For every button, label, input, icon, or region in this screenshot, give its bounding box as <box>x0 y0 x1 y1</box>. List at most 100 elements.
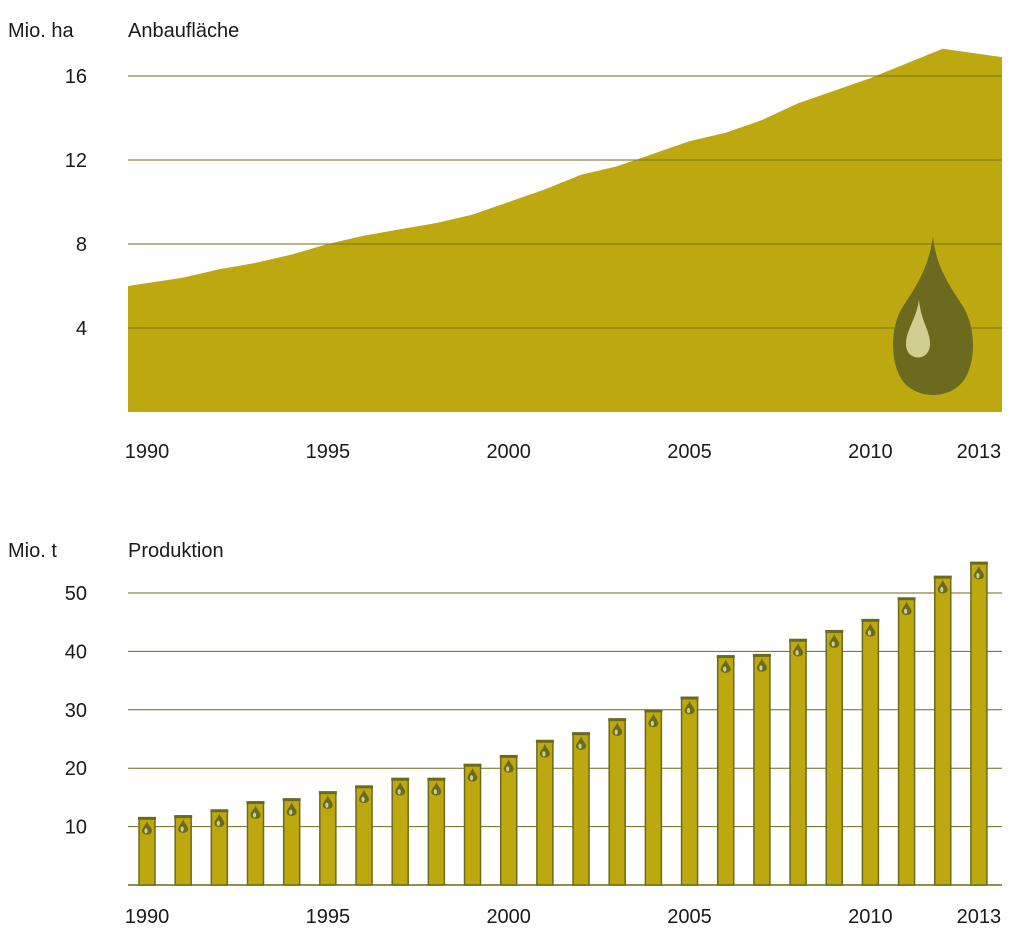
bar-rim <box>391 777 410 781</box>
bar-rim <box>897 597 916 601</box>
area-y-tick-label: 16 <box>65 66 87 88</box>
bar-body <box>499 755 518 886</box>
oil-drop-highlight <box>542 751 546 757</box>
bar <box>246 801 265 886</box>
bar <box>716 655 735 886</box>
bar <box>572 732 591 886</box>
bar-rim <box>933 575 952 579</box>
bar <box>861 618 880 886</box>
bar-body <box>536 740 554 886</box>
area-x-tick-label: 1990 <box>125 441 170 463</box>
oil-drop-highlight <box>976 573 980 579</box>
bar-series <box>138 561 988 886</box>
oil-drop-highlight <box>940 587 944 593</box>
bar-rim <box>138 816 156 820</box>
bar-body <box>825 630 843 886</box>
bar-rim <box>318 791 337 795</box>
oil-drop-highlight <box>252 812 257 818</box>
oil-drop-icon <box>893 236 973 395</box>
bar-rim <box>463 763 482 767</box>
bar-rim <box>969 561 988 565</box>
bar-x-tick-label: 2000 <box>486 906 531 928</box>
bar-rim <box>608 718 627 722</box>
bar <box>318 791 337 886</box>
bar <box>355 785 374 886</box>
bar-rim <box>680 696 699 700</box>
bar-body <box>789 638 807 886</box>
bar-x-tick-label: 1990 <box>125 906 170 928</box>
bar-body <box>572 732 590 886</box>
area-x-tick-label: 2013 <box>957 441 1002 463</box>
bar-rim <box>752 653 771 657</box>
bar-y-tick-label: 50 <box>65 583 87 605</box>
bar-rim <box>355 785 374 789</box>
bar-rim <box>572 732 591 736</box>
bar-x-tick-labels: 1990 1995 2000 2005 2010 2013 <box>125 906 1001 928</box>
bar <box>969 561 988 886</box>
bar <box>752 653 771 886</box>
oil-drop-highlight <box>144 828 148 834</box>
bar <box>535 739 554 886</box>
bar-rim <box>825 629 844 633</box>
bar-y-tick-label: 10 <box>65 817 87 839</box>
area-chart: Mio. ha Anbaufläche 4 8 12 16 1990 1995 2000 2… <box>8 20 1002 463</box>
oil-drop-highlight <box>578 743 582 749</box>
bar <box>933 575 952 886</box>
bar <box>210 809 229 886</box>
area-x-tick-label: 1995 <box>306 441 351 463</box>
bar-gridlines <box>128 592 1002 886</box>
area-y-tick-labels: 4 8 12 16 <box>65 66 87 340</box>
oil-drop-highlight <box>759 665 763 671</box>
oil-drop-highlight <box>723 666 727 672</box>
oil-drop-highlight <box>433 789 437 795</box>
area-series <box>128 48 1002 412</box>
area-y-tick-label: 8 <box>76 234 87 256</box>
bar <box>282 798 301 886</box>
bar <box>391 777 410 886</box>
bar-rim <box>861 618 880 622</box>
oil-drop-highlight <box>867 630 872 636</box>
area-y-unit-label: Mio. ha <box>8 20 74 42</box>
bar <box>825 629 844 886</box>
bar-body <box>933 575 952 886</box>
area-x-tick-label: 2000 <box>486 441 531 463</box>
bar-chart: Mio. t Produktion 10 20 30 40 50 1990 1995 200… <box>8 540 1002 928</box>
bar-y-tick-labels: 10 20 30 40 50 <box>65 583 87 839</box>
bar-rim <box>535 739 554 743</box>
bar <box>138 816 156 886</box>
bar-body <box>608 718 626 886</box>
bar <box>463 763 482 886</box>
bar-body <box>753 654 771 886</box>
bar-x-tick-label: 2010 <box>848 906 893 928</box>
area-x-tick-label: 2010 <box>848 441 893 463</box>
area-x-tick-labels: 1990 1995 2000 2005 2010 2013 <box>125 441 1001 463</box>
bar-rim <box>427 777 446 781</box>
bar-rim <box>246 801 265 805</box>
bar-x-tick-label: 1995 <box>306 906 351 928</box>
bar-body <box>970 561 988 886</box>
bar <box>499 754 518 886</box>
bar-rim <box>174 815 193 819</box>
oil-drop-highlight <box>289 809 293 815</box>
area-y-tick-label: 12 <box>65 150 87 172</box>
bar-rim <box>210 809 229 813</box>
oil-drop-highlight <box>650 720 654 726</box>
bar-chart-title: Produktion <box>128 540 224 562</box>
bar <box>789 638 808 886</box>
area-y-tick-label: 4 <box>76 318 87 340</box>
area-fill <box>128 48 1002 412</box>
bar-body <box>463 763 482 886</box>
bar-x-tick-label: 2013 <box>957 906 1002 928</box>
oil-drop-highlight <box>614 729 618 735</box>
bar-rim <box>499 754 518 758</box>
bar <box>174 815 193 886</box>
bar-body <box>680 696 699 886</box>
bar-body <box>897 597 916 886</box>
bar-rim <box>644 709 663 713</box>
bar-rim <box>282 798 301 802</box>
oil-drop-highlight <box>469 775 474 781</box>
bar-body <box>861 619 880 886</box>
bar-y-unit-label: Mio. t <box>8 540 57 562</box>
bar <box>680 696 699 886</box>
